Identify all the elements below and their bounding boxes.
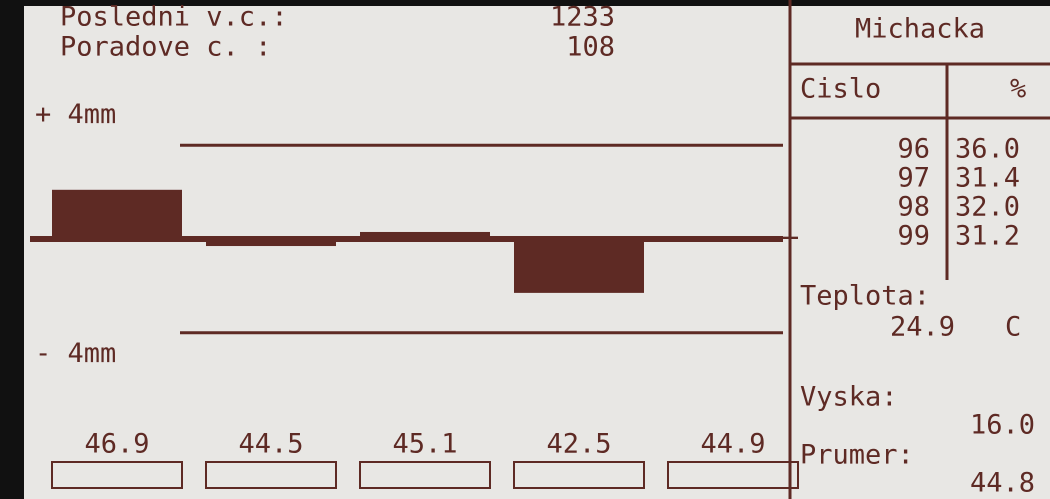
temp-unit: C — [1005, 312, 1021, 343]
last-value: 1233 — [550, 2, 615, 33]
reading-label: 44.5 — [238, 429, 303, 460]
order-value: 108 — [566, 32, 615, 63]
mix-number: 98 — [897, 192, 930, 223]
y-tick-label: - 4mm — [35, 338, 116, 369]
reading-box — [514, 462, 644, 488]
reading-label: 44.9 — [700, 429, 765, 460]
mix-percent: 36.0 — [955, 134, 1020, 165]
mix-number: 97 — [897, 163, 930, 194]
temp-label: Teplota: — [800, 281, 930, 312]
bar — [514, 239, 644, 293]
bar — [668, 237, 798, 239]
frame-left — [0, 0, 24, 499]
mix-percent: 31.2 — [955, 221, 1020, 252]
bar — [360, 232, 490, 239]
avg-label: Prumer: — [800, 440, 914, 471]
mix-percent: 31.4 — [955, 163, 1020, 194]
column-header: Cislo — [800, 74, 881, 105]
y-tick-label: + 4mm — [35, 99, 116, 130]
bar — [52, 190, 182, 239]
last-label: Posledni v.c.: — [60, 2, 288, 33]
panel-title: Michacka — [855, 14, 985, 45]
reading-box — [360, 462, 490, 488]
bar — [206, 239, 336, 246]
reading-box — [206, 462, 336, 488]
height-label: Vyska: — [800, 382, 898, 413]
column-header: % — [1010, 74, 1026, 105]
reading-box — [52, 462, 182, 488]
temp-value: 24.9 — [890, 312, 955, 343]
height-value: 16.0 — [970, 410, 1035, 441]
mix-number: 96 — [897, 134, 930, 165]
lcd-screen: Posledni v.c.: 1233 Poradove c. : 108 Mi… — [0, 0, 1050, 499]
avg-value: 44.8 — [970, 468, 1035, 499]
reading-label: 46.9 — [84, 429, 149, 460]
reading-label: 45.1 — [392, 429, 457, 460]
reading-box — [668, 462, 798, 488]
mix-percent: 32.0 — [955, 192, 1020, 223]
order-label: Poradove c. : — [60, 32, 271, 63]
reading-label: 42.5 — [546, 429, 611, 460]
mix-number: 99 — [897, 221, 930, 252]
